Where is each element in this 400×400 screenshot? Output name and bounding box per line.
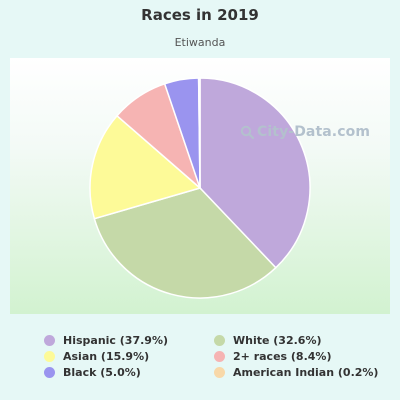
legend-item-2-races: 2+ races (8.4%) [214,350,331,363]
legend-label: Asian (15.9%) [63,350,150,363]
legend-label: American Indian (0.2%) [233,366,379,379]
legend-swatch [44,335,55,346]
pie-slice-hispanic [199,77,311,269]
watermark-text: City-Data.com [257,124,371,140]
pie-chart [89,77,311,299]
legend-swatch [214,367,225,378]
pie-slice-asian [89,114,202,220]
legend-label: White (32.6%) [233,334,322,347]
legend-item-black: Black (5.0%) [44,366,141,379]
pie-slice-american-indian [197,77,201,189]
search-icon [240,125,254,139]
legend-swatch [44,351,55,362]
legend-item-american-indian: American Indian (0.2%) [214,366,378,379]
legend-item-hispanic: Hispanic (37.9%) [44,334,168,347]
legend-swatch [214,335,225,346]
legend-label: 2+ races (8.4%) [233,350,332,363]
legend-item-white: White (32.6%) [214,334,322,347]
legend-item-asian: Asian (15.9%) [44,350,149,363]
pie-slice-white [93,187,277,299]
chart-title: Races in 2019 [141,6,259,24]
watermark: City-Data.com [240,124,370,140]
legend-swatch [214,351,225,362]
legend-swatch [44,367,55,378]
plot-area: City-Data.com [10,58,390,314]
legend-label: Hispanic (37.9%) [63,334,168,347]
legend-label: Black (5.0%) [63,366,141,379]
chart-subtitle: Etiwanda [174,36,226,49]
